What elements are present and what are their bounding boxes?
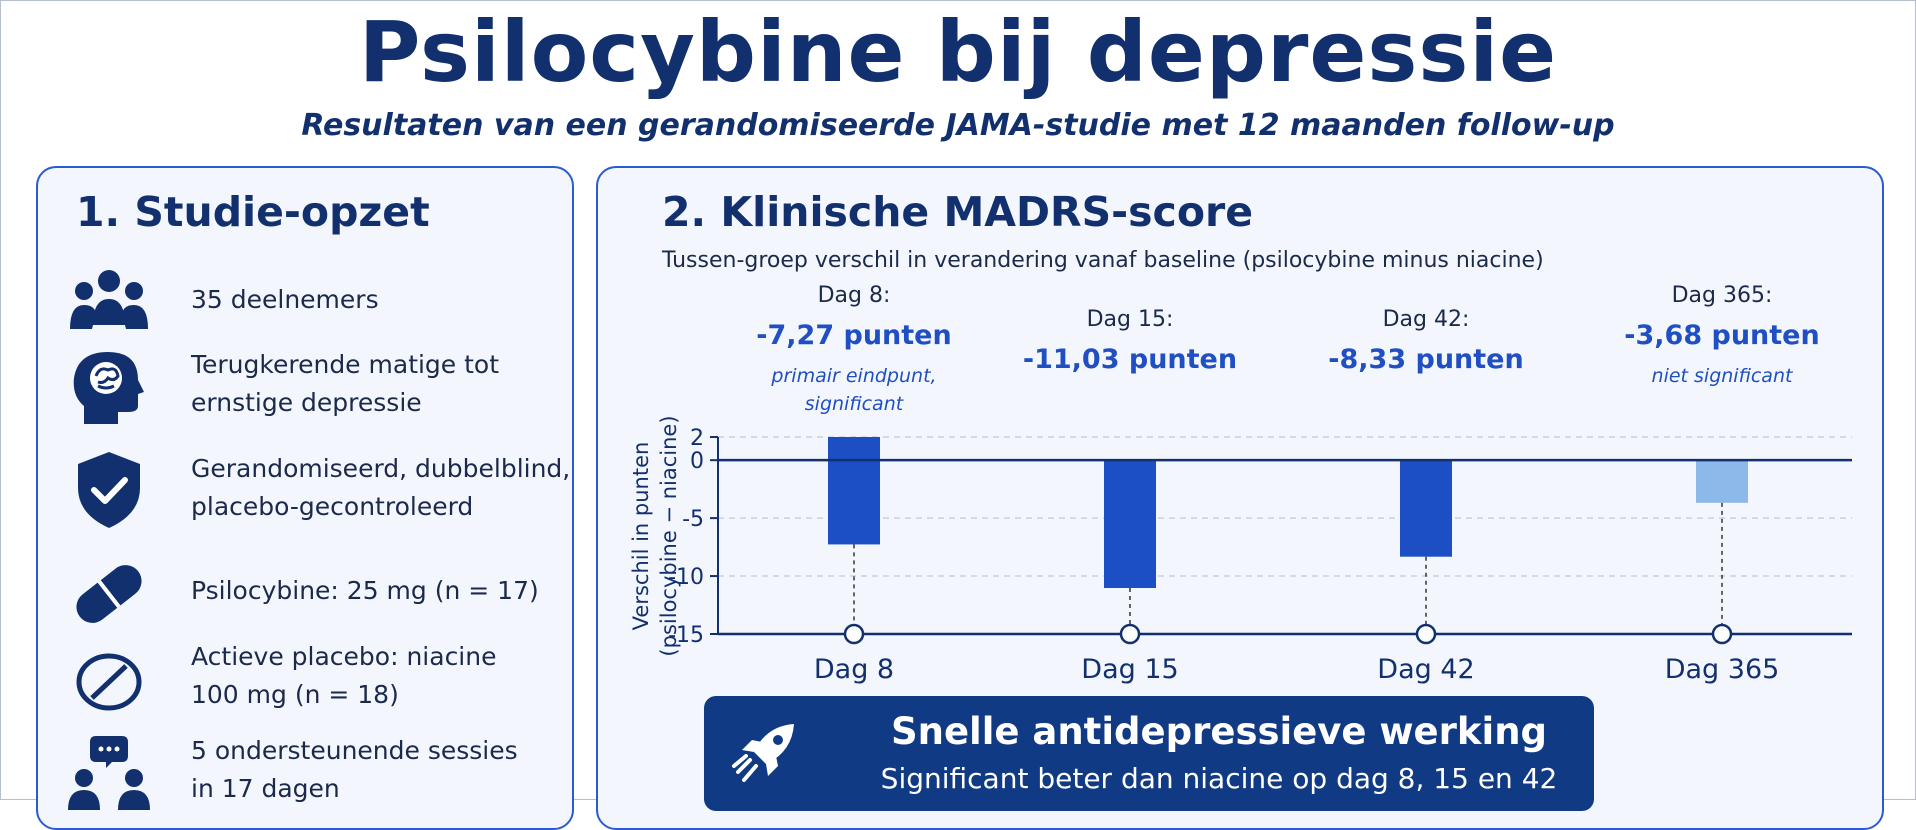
banner-text: Significant beter dan niacine op dag 8, … <box>880 762 1558 795</box>
text-line: Actieve placebo: niacine <box>191 642 497 671</box>
text-line: Psilocybine: 25 mg (n = 17) <box>191 576 539 605</box>
madrs-panel: 2. Klinische MADRS-score Tussen-groep ve… <box>596 166 1884 830</box>
x-marker <box>1711 623 1733 645</box>
text-line: Gerandomiseerd, dubbelblind, <box>191 454 571 483</box>
banner-title: Snelle antidepressieve werking <box>890 710 1548 753</box>
shield-check-icon <box>66 450 152 530</box>
x-marker <box>1415 623 1437 645</box>
study-item-psilocybin: Psilocybine: 25 mg (n = 17) <box>66 554 566 644</box>
bar <box>828 437 880 545</box>
rocket-icon <box>726 714 804 792</box>
bar <box>1400 460 1452 557</box>
annotation-label: Dag 42: <box>1383 307 1470 332</box>
study-item-placebo: Actieve placebo: niacine 100 mg (n = 18) <box>66 638 566 728</box>
x-marker <box>843 623 865 645</box>
capsule-pill-icon <box>66 554 152 634</box>
x-tick-label: Dag 365 <box>1665 654 1780 685</box>
x-tick-label: Dag 8 <box>814 654 894 685</box>
page-subtitle: Resultaten van een gerandomiseerde JAMA-… <box>301 108 1615 143</box>
study-item-design: Gerandomiseerd, dubbelblind, placebo-gec… <box>66 450 570 540</box>
y-tick-label: -15 <box>668 623 704 648</box>
study-item-text: Terugkerende matige tot ernstige depress… <box>191 346 591 422</box>
study-item-participants: 35 deelnemers <box>66 263 566 353</box>
y-tick-label: -10 <box>668 565 704 590</box>
x-tick-label: Dag 15 <box>1081 654 1178 685</box>
madrs-title: 2. Klinische MADRS-score <box>662 188 1254 236</box>
text-line: placebo-gecontroleerd <box>191 492 474 521</box>
y-axis-label: Verschil in punten <box>629 442 653 631</box>
annotation-value: -7,27 punten <box>756 320 951 351</box>
text-line: 5 ondersteunende sessies <box>191 736 518 765</box>
tablet-icon <box>66 638 152 718</box>
page-title: Psilocybine bij depressie <box>358 3 1558 101</box>
bar <box>1696 460 1748 503</box>
text-line: ernstige depressie <box>191 388 422 417</box>
study-item-text: 5 ondersteunende sessies in 17 dagen <box>191 732 591 808</box>
text-line: 100 mg (n = 18) <box>191 680 399 709</box>
study-design-panel: 1. Studie-opzet 35 deelnemers <box>36 166 574 830</box>
annotation-label: Dag 15: <box>1087 307 1174 332</box>
annotation-label: Dag 8: <box>818 283 891 308</box>
text-line: 35 deelnemers <box>191 285 379 314</box>
annotation-note: niet significant <box>1652 365 1794 387</box>
people-group-icon <box>66 263 152 343</box>
study-item-text: Psilocybine: 25 mg (n = 17) <box>191 572 591 610</box>
people-chat-icon <box>66 732 152 812</box>
study-item-sessions: 5 ondersteunende sessies in 17 dagen <box>66 732 566 822</box>
bar <box>1104 460 1156 588</box>
x-tick-label: Dag 42 <box>1377 654 1474 685</box>
madrs-chart: 20 -5 -10 -15 Verschil in punten (psilocybine… <box>629 283 1852 685</box>
y-axis-label: (psilocybine − niacine) <box>657 415 681 656</box>
annotation-label: Dag 365: <box>1672 283 1773 308</box>
y-tick-label: -5 <box>682 507 704 532</box>
study-item-text: Gerandomiseerd, dubbelblind, placebo-gec… <box>191 450 591 526</box>
study-item-text: 35 deelnemers <box>191 281 591 319</box>
text-line: Terugkerende matige tot <box>191 350 500 379</box>
madrs-subtitle: Tussen-groep verschil in verandering van… <box>662 248 1544 273</box>
x-marker <box>1119 623 1141 645</box>
annotation-value: -11,03 punten <box>1023 344 1237 375</box>
study-design-title: 1. Studie-opzet <box>76 188 430 236</box>
text-line: in 17 dagen <box>191 774 340 803</box>
y-tick-label: 0 <box>690 449 704 474</box>
conclusion-banner: Snelle antidepressieve werking Significa… <box>704 696 1594 811</box>
study-item-condition: Terugkerende matige tot ernstige depress… <box>66 346 566 436</box>
annotation-note: significant <box>805 393 905 415</box>
head-brain-icon <box>66 346 152 426</box>
study-item-text: Actieve placebo: niacine 100 mg (n = 18) <box>191 638 591 714</box>
y-tick-label: 2 <box>690 426 704 451</box>
annotation-value: -3,68 punten <box>1624 320 1819 351</box>
annotation-value: -8,33 punten <box>1328 344 1523 375</box>
annotation-note: primair eindpunt, <box>770 365 936 387</box>
